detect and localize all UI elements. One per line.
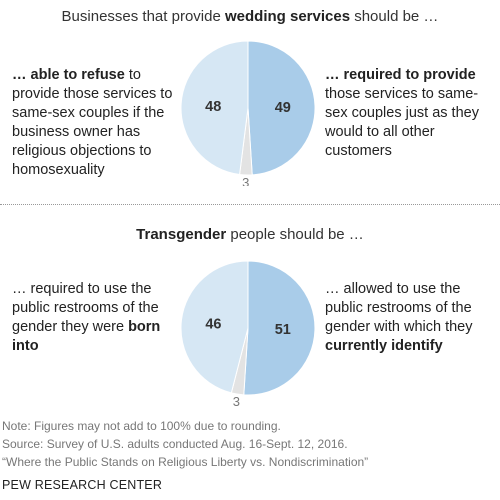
chart2-title: Transgender people should be … [0, 226, 500, 243]
chart1-slice-label-1: 3 [242, 175, 249, 186]
chart2-slice-label-1: 3 [233, 394, 240, 406]
chart1-right-label: … required to provide those services to … [325, 66, 495, 161]
footer-source: Source: Survey of U.S. adults conducted … [2, 437, 348, 451]
chart2-title-end: people should be … [226, 226, 364, 243]
chart2-left-label-bold: born into [12, 319, 161, 354]
chart2-slice-label-2: 46 [205, 317, 221, 333]
footer-report: “Where the Public Stands on Religious Li… [2, 455, 369, 469]
chart1-right-label-text: those services to same-sex couples just … [325, 86, 479, 159]
chart1-right-label-bold: … required to provide [325, 67, 476, 83]
chart2-slice-0 [243, 260, 316, 396]
chart1-left-label: … able to refuse to provide those servic… [12, 66, 184, 180]
chart2-right-label-text: … allowed to use the public restrooms of… [325, 281, 473, 335]
footer-note: Note: Figures may not add to 100% due to… [2, 419, 281, 433]
chart1-left-label-text: to provide those services to same-sex co… [12, 67, 173, 178]
chart2-left-label: … required to use the public restrooms o… [12, 280, 184, 356]
chart1-title-bold: wedding services [224, 8, 351, 25]
chart1-title-text: Businesses that provide [61, 8, 225, 25]
chart1-slice-2 [180, 40, 249, 176]
chart2-right-label: … allowed to use the public restrooms of… [325, 280, 495, 356]
chart1-slice-label-2: 48 [205, 99, 221, 115]
chart2-title-bold: Transgender [136, 226, 227, 243]
chart1-slice-label-0: 49 [275, 100, 291, 116]
chart1-title-end: should be … [350, 8, 439, 25]
chart2-slice-2 [180, 260, 249, 394]
section-divider [0, 204, 500, 205]
chart1-slice-0 [247, 40, 316, 176]
chart1-title: Businesses that provide wedding services… [0, 8, 500, 25]
chart2-right-label-bold: currently identify [325, 338, 443, 354]
chart1-left-label-bold: … able to refuse [12, 67, 125, 83]
chart2-left-label-text: … required to use the public restrooms o… [12, 281, 159, 335]
chart2-pie: 51 3 46 [180, 260, 316, 406]
footer-brand: PEW RESEARCH CENTER [2, 478, 163, 492]
chart2-slice-label-0: 51 [275, 322, 291, 338]
chart1-pie: 49 3 48 [180, 40, 316, 186]
